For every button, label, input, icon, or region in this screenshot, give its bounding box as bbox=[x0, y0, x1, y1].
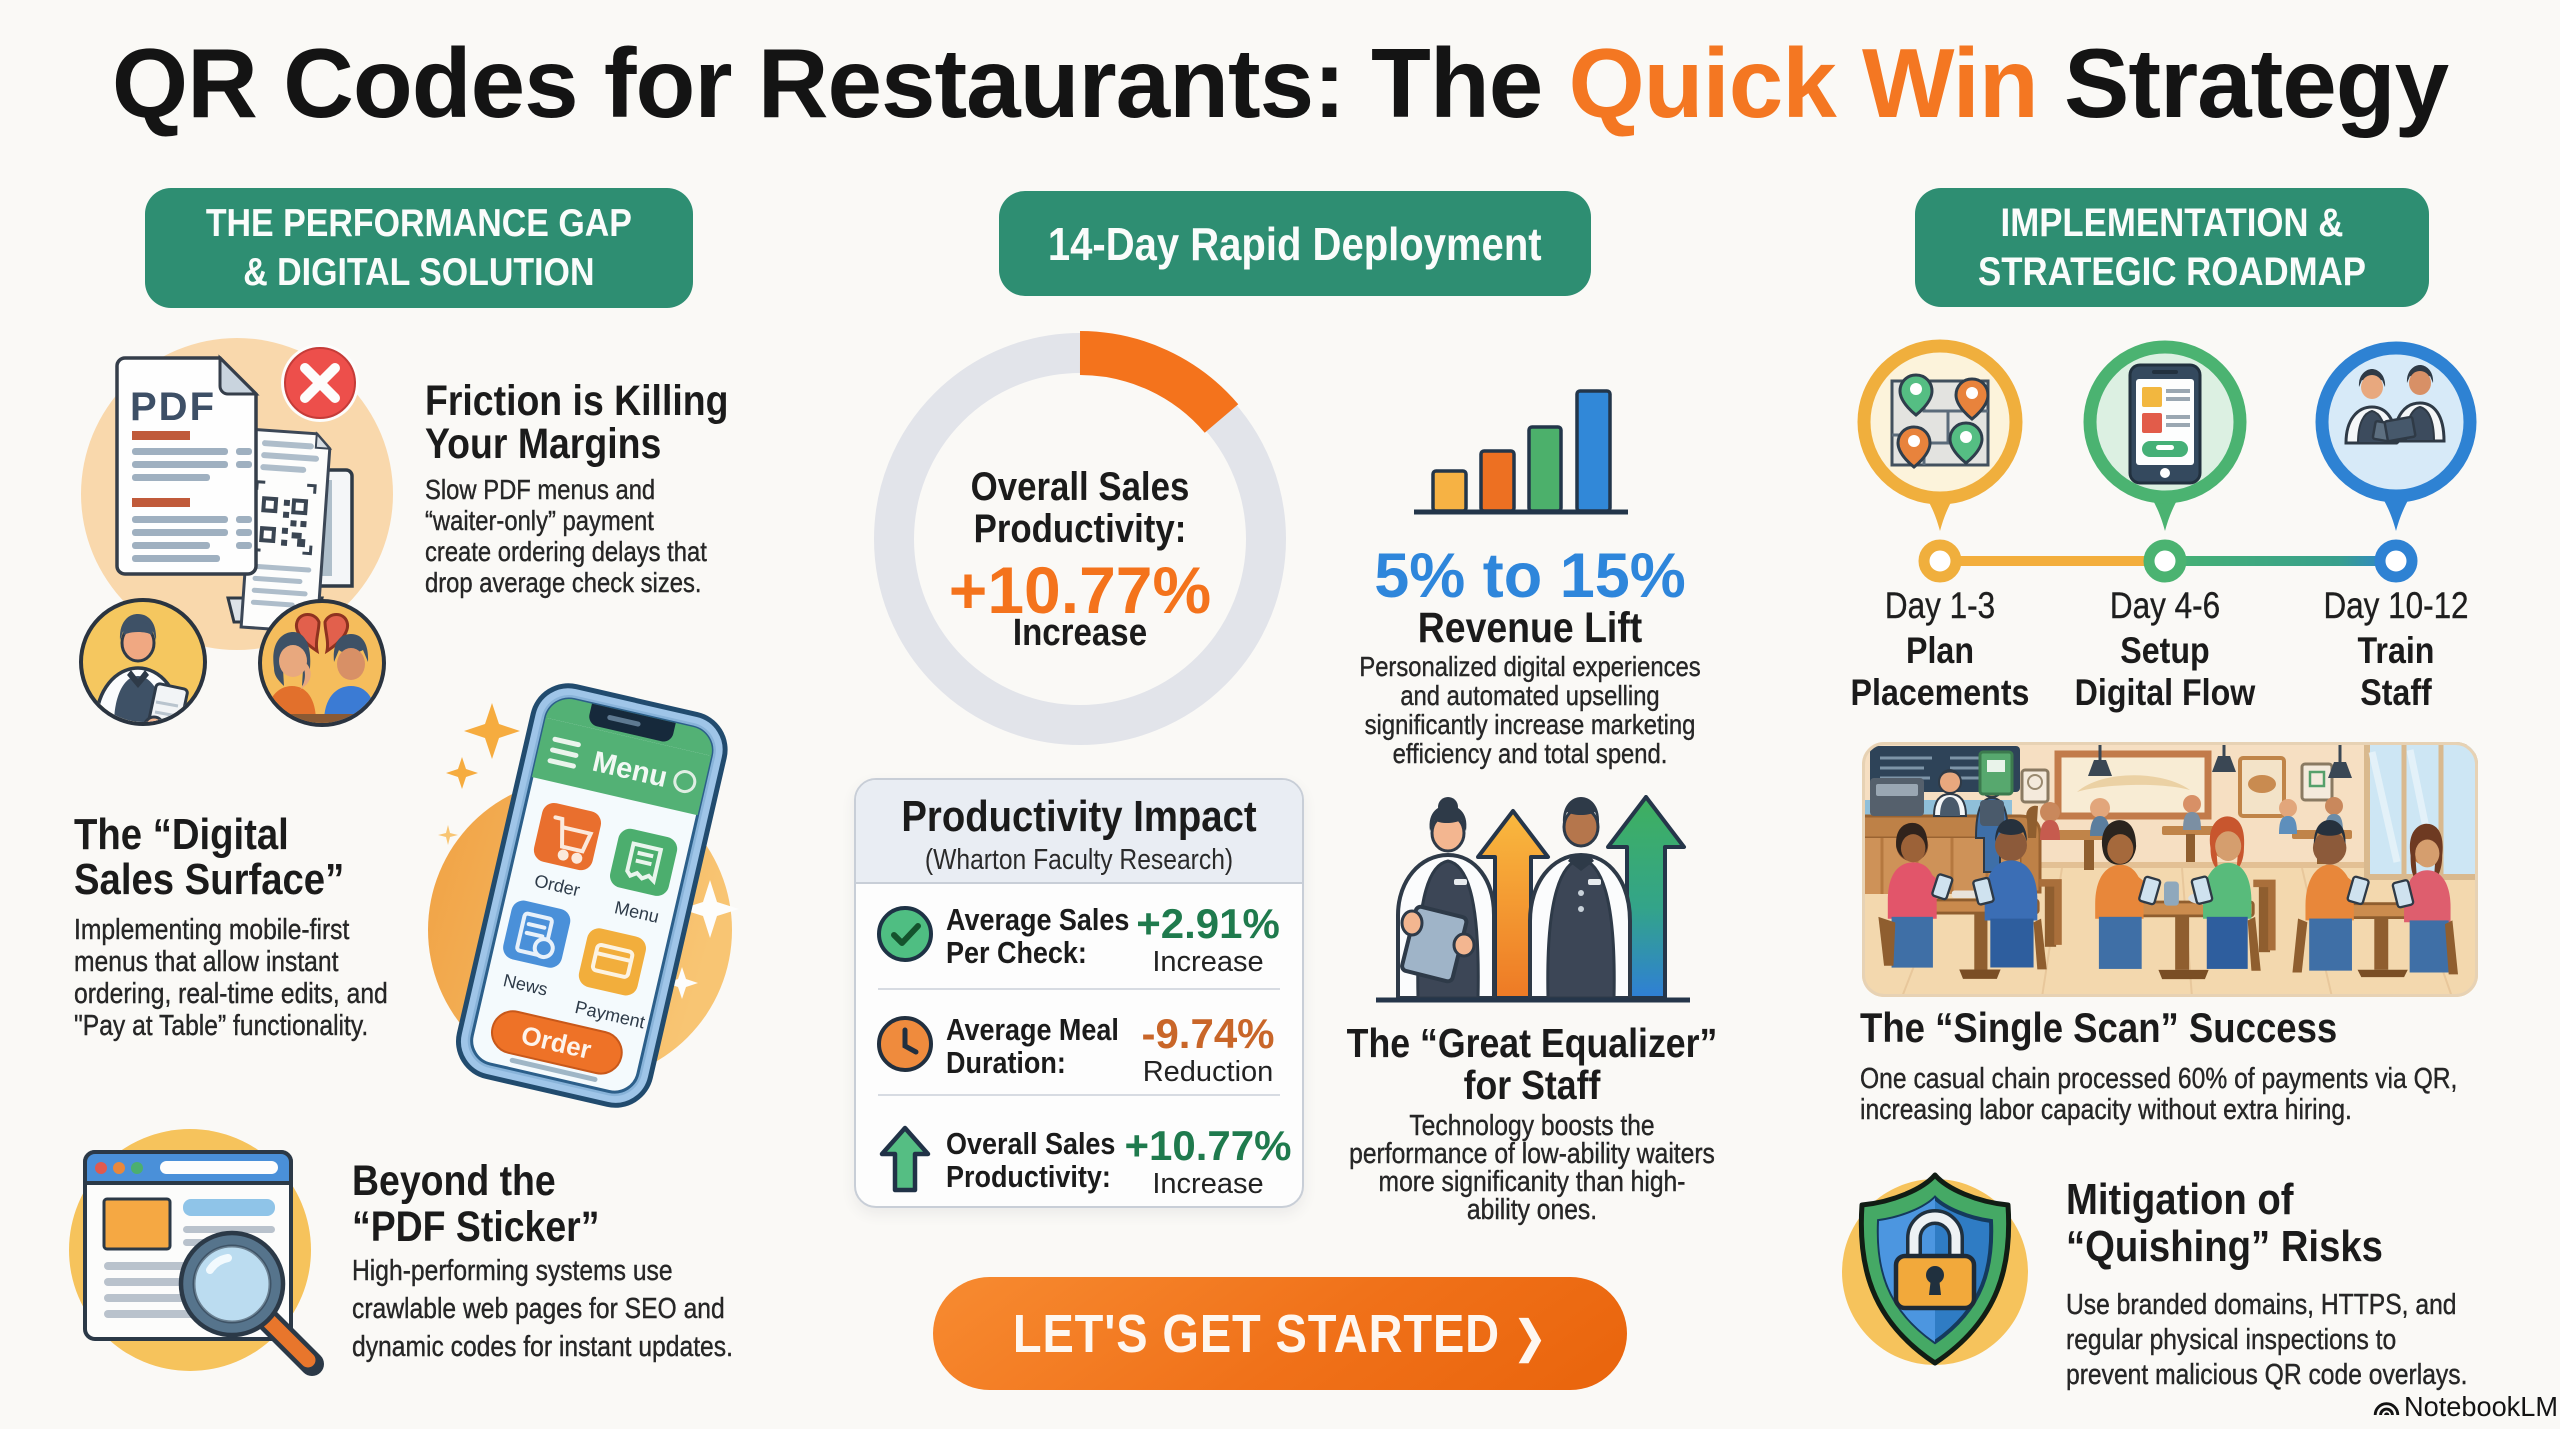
svg-text:PDF: PDF bbox=[130, 385, 216, 429]
